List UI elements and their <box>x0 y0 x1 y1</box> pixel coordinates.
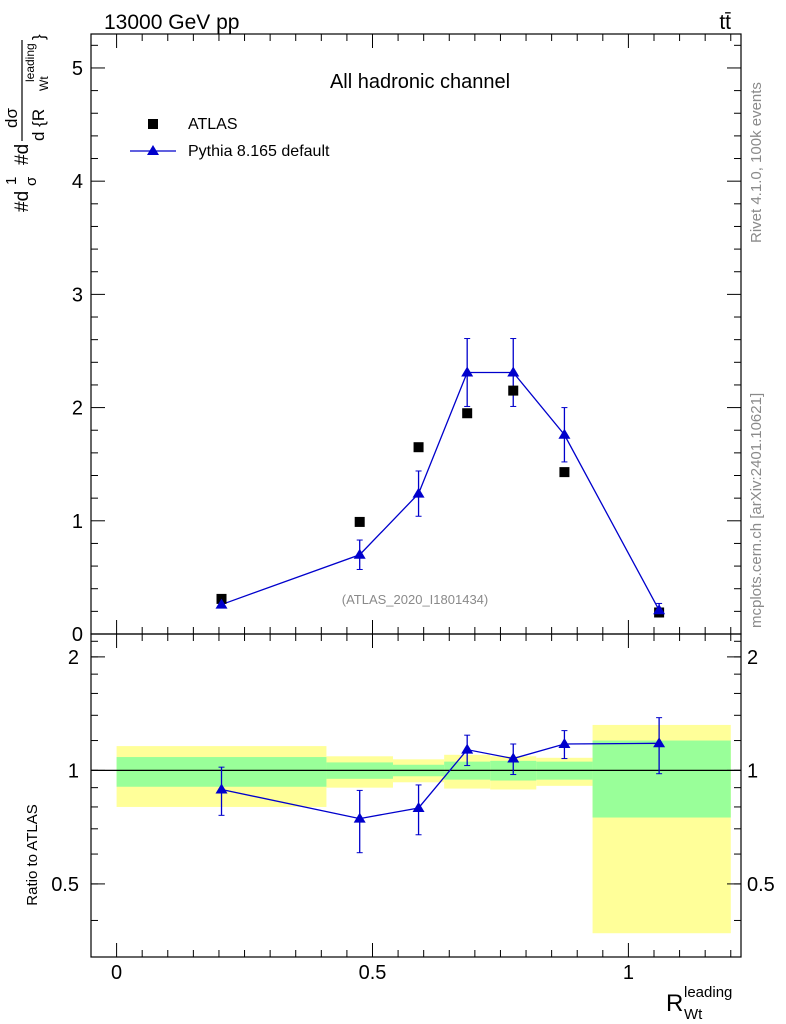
pythia-line <box>221 371 660 611</box>
ylabel-sigma: σ <box>23 176 40 186</box>
main-ytick-label-3: 3 <box>72 284 83 306</box>
ylabel-brace: } <box>29 34 48 40</box>
pythia-point <box>461 366 474 377</box>
ratio-point <box>353 812 366 823</box>
legend-atlas-label: ATLAS <box>188 116 238 133</box>
main-ytick-label-2: 2 <box>72 398 83 420</box>
plot-title: All hadronic channel <box>330 71 510 93</box>
atlas-point <box>508 385 519 396</box>
ratio-point <box>507 752 520 763</box>
ylabel-leading: leading <box>23 43 37 82</box>
xlabel-r: R <box>666 990 683 1017</box>
ratio-ytick-label-right-0.5: 0.5 <box>747 874 775 896</box>
ratio-point <box>412 801 425 812</box>
legend-pythia-label: Pythia 8.165 default <box>188 143 330 160</box>
atlas-point <box>413 442 424 453</box>
ratio-green-band-6 <box>592 740 731 818</box>
rivet-label: Rivet 4.1.0, 100k events <box>748 82 765 243</box>
ratio-ytick-label-left-0.5: 0.5 <box>51 874 79 896</box>
xtick-label-0: 0 <box>111 962 122 984</box>
legend-atlas-marker <box>148 119 158 129</box>
ylabel-d2: #d <box>12 144 33 165</box>
legend-pythia-marker <box>147 145 159 155</box>
main-ytick-label-5: 5 <box>72 58 83 80</box>
process-label: tt̄ <box>719 11 731 34</box>
ylabel-wt: Wt <box>37 76 51 91</box>
main-ytick-label-0: 0 <box>72 624 83 646</box>
xtick-label-1: 0.5 <box>359 962 387 984</box>
pythia-point <box>353 548 366 559</box>
ratio-ytick-label-left-1: 1 <box>68 760 79 782</box>
main-ytick-label-1: 1 <box>72 511 83 533</box>
atlas-point <box>462 408 473 419</box>
xlabel-wt: Wt <box>684 1006 703 1023</box>
ylabel-dsigma: dσ <box>2 108 21 128</box>
main-ytick-label-4: 4 <box>72 171 83 193</box>
ratio-point <box>215 783 228 794</box>
xtick-label-2: 1 <box>623 962 634 984</box>
energy-label: 13000 GeV pp <box>104 11 239 34</box>
atlas-point <box>354 516 365 527</box>
ratio-point <box>653 737 666 748</box>
ratio-ytick-label-right-1: 1 <box>747 760 758 782</box>
source-label: mcplots.cern.ch [arXiv:2401.10621] <box>748 393 765 628</box>
ratio-ytick-label-left-2: 2 <box>68 647 79 669</box>
pythia-point <box>412 487 425 498</box>
ylabel-denominator: d {R <box>29 109 48 141</box>
ratio-ytick-label-right-2: 2 <box>747 647 758 669</box>
atlas-point <box>559 467 570 478</box>
ylabel-one: 1 <box>3 177 20 185</box>
legend: ATLAS Pythia 8.165 default <box>130 116 330 160</box>
pythia-point <box>558 428 571 439</box>
xlabel-leading: leading <box>684 984 732 1001</box>
ratio-plot-frame <box>90 633 742 958</box>
pythia-point <box>653 604 666 615</box>
analysis-watermark: (ATLAS_2020_I1801434) <box>342 592 488 607</box>
ratio-point <box>558 737 571 748</box>
x-axis-label: R leading Wt <box>666 984 732 1023</box>
ylabel-d: #d <box>12 191 33 212</box>
main-y-axis-label: #d 1 σ #d dσ d {R leading Wt } <box>2 34 51 212</box>
pythia-point <box>507 366 520 377</box>
main-plot-layer: 0 1 2 3 4 5 0 0.5 1 0.5 0.5 1 1 2 2 <box>51 33 775 984</box>
pythia-point <box>215 598 228 609</box>
ratio-y-axis-label: Ratio to ATLAS <box>24 804 41 905</box>
ratio-point <box>461 743 474 754</box>
